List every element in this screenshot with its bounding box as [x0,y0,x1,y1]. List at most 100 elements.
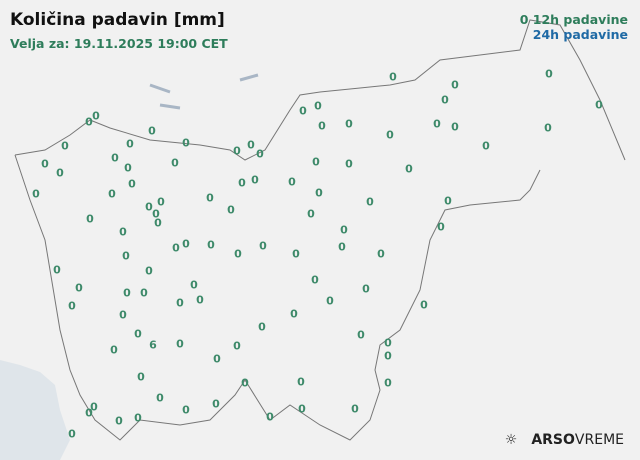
station-value: 0 [318,119,326,133]
station-value: 0 [241,376,249,390]
station-value: 0 [134,411,142,425]
station-value: 0 [292,247,300,261]
station-value: 0 [134,327,142,341]
station-value: 0 [152,207,160,221]
sea [0,360,70,460]
station-value: 0 [137,370,145,384]
station-value: 0 [315,186,323,200]
station-value: 0 [85,115,93,129]
station-value: 0 [266,410,274,424]
station-value: 0 [110,343,118,357]
station-value: 0 [441,93,449,107]
station-value: 0 [212,397,220,411]
legend-marker: 0 [519,12,529,27]
station-value: 0 [251,173,259,187]
station-value: 0 [386,128,394,142]
station-value: 0 [351,402,359,416]
station-value: 0 [61,139,69,153]
station-value: 0 [124,161,132,175]
station-value: 0 [86,212,94,226]
station-value: 0 [111,151,119,165]
station-value: 0 [119,308,127,322]
station-value: 0 [148,124,156,138]
station-value: 0 [206,191,214,205]
station-value: 0 [405,162,413,176]
station-value: 0 [437,220,445,234]
station-value: 0 [119,225,127,239]
station-value: 0 [247,138,255,152]
station-value: 0 [90,400,98,414]
station-value: 0 [288,175,296,189]
station-value: 0 [145,264,153,278]
station-value: 0 [190,278,198,292]
station-value: 0 [234,247,242,261]
station-value: 0 [213,352,221,366]
station-value: 0 [238,176,246,190]
station-value: 0 [145,200,153,214]
station-value: 0 [227,203,235,217]
station-value: 0 [451,78,459,92]
station-value: 0 [171,156,179,170]
station-value: 0 [56,166,64,180]
station-value: 0 [154,216,162,230]
station-value: 0 [156,391,164,405]
country-border [14,19,626,441]
station-value: 0 [123,286,131,300]
station-value: 0 [182,403,190,417]
station-value: 0 [182,136,190,150]
logo-brand: ARSO [531,432,575,448]
station-value: 0 [340,223,348,237]
station-value: 0 [92,109,100,123]
station-value: 0 [357,328,365,342]
station-value: 0 [258,320,266,334]
station-value: 0 [299,104,307,118]
logo-product: VREME [574,432,624,448]
station-value: 0 [41,157,49,171]
station-value: 0 [172,241,180,255]
station-value: 0 [433,117,441,131]
station-value: 0 [362,282,370,296]
station-value: 0 [182,237,190,251]
station-value: 0 [75,281,83,295]
station-value: 0 [312,155,320,169]
station-value: 0 [298,402,306,416]
station-value: 0 [377,247,385,261]
station-value: 0 [544,121,552,135]
station-value: 0 [314,99,322,113]
station-value: 0 [384,376,392,390]
station-value: 0 [384,336,392,350]
station-value: 0 [207,238,215,252]
station-value: 0 [259,239,267,253]
legend-12h-label: 12h padavine [532,12,628,27]
station-value: 0 [389,70,397,84]
station-value: 0 [233,339,241,353]
station-value: 0 [595,98,603,112]
station-value: 0 [451,120,459,134]
station-value: 0 [126,137,134,151]
station-value: 0 [290,307,298,321]
map-title: Količina padavin [mm] [10,10,225,30]
station-value: 0 [307,207,315,221]
station-value: 0 [444,194,452,208]
station-value: 0 [297,375,305,389]
station-value: 0 [384,349,392,363]
station-value: 0 [366,195,374,209]
arso-logo[interactable]: ☼ ARSOVREME [505,432,624,448]
sun-rain-icon: ☼ [504,432,518,448]
station-value: 0 [53,263,61,277]
station-value: 0 [176,296,184,310]
station-value: 0 [196,293,204,307]
legend-12h: 0 12h padavine [520,12,628,27]
station-value: 0 [233,144,241,158]
station-value: 0 [345,157,353,171]
station-value: 0 [68,427,76,441]
station-value: 0 [115,414,123,428]
station-value: 6 [149,338,157,352]
station-value: 0 [85,406,93,420]
station-value: 0 [128,177,136,191]
station-value: 0 [122,249,130,263]
station-value: 0 [68,299,76,313]
station-value: 0 [345,117,353,131]
station-value: 0 [338,240,346,254]
